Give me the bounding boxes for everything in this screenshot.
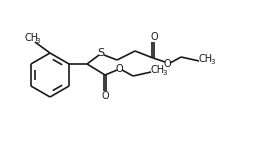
Text: CH: CH [199,54,213,64]
Text: O: O [150,32,158,42]
Text: 3: 3 [36,38,40,44]
Text: 3: 3 [163,70,167,76]
Text: CH: CH [151,65,165,75]
Text: S: S [98,48,105,58]
Text: O: O [101,91,109,101]
Text: CH: CH [25,33,39,43]
Text: O: O [163,59,171,69]
Text: O: O [115,64,123,74]
Text: 3: 3 [211,59,215,65]
